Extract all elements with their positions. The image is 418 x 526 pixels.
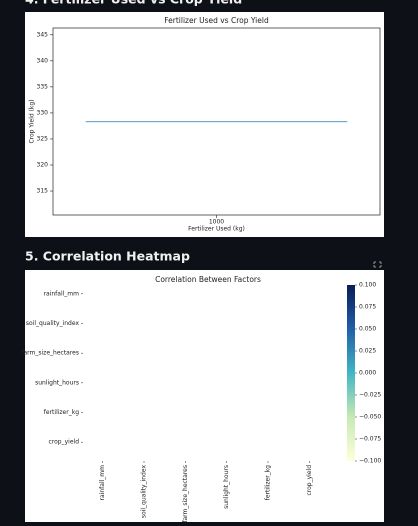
section-heading: 4. Fertilizer Used vs Crop Yield xyxy=(25,0,242,7)
row-label: farm_size_hectares xyxy=(21,350,79,357)
row-label: soil_quality_index xyxy=(26,320,80,327)
y-tick-label: 340 xyxy=(37,57,49,64)
colorbar-tick-label: 0.050 xyxy=(359,326,376,333)
y-tick-label: 345 xyxy=(37,31,49,38)
colorbar xyxy=(347,285,355,461)
y-axis-label: Crop Yield (kg) xyxy=(29,99,36,143)
row-label: sunlight_hours xyxy=(35,379,79,386)
column-label: rainfall_mm xyxy=(99,465,106,501)
x-tick-label: 1000 xyxy=(209,219,224,226)
colorbar-tick-label: 0.100 xyxy=(359,282,376,289)
chart-image xyxy=(25,270,384,522)
colorbar-tick-label: −0.050 xyxy=(359,414,381,421)
colorbar-tick-label: 0.000 xyxy=(359,370,376,377)
colorbar-tick-label: 0.075 xyxy=(359,304,376,311)
row-label: fertilizer_kg xyxy=(44,409,79,416)
column-label: soil_quality_index xyxy=(141,465,148,519)
y-tick-label: 335 xyxy=(37,83,49,90)
colorbar-tick-label: 0.025 xyxy=(359,348,376,355)
y-tick-label: 330 xyxy=(37,109,49,116)
x-axis-label: Fertilizer Used (kg) xyxy=(188,226,245,233)
y-tick-label: 325 xyxy=(37,135,49,142)
column-label: sunlight_hours xyxy=(223,465,230,509)
column-label: fertilizer_kg xyxy=(265,465,272,500)
colorbar-tick-label: −0.100 xyxy=(359,458,381,465)
column-label: crop_yield xyxy=(306,465,313,496)
expand-icon[interactable] xyxy=(373,261,382,268)
chart-image xyxy=(25,12,384,237)
y-tick-label: 320 xyxy=(37,161,49,168)
colorbar-tick-label: −0.075 xyxy=(359,436,381,443)
section-heading: 5. Correlation Heatmap xyxy=(25,249,190,264)
y-tick-label: 315 xyxy=(37,188,49,195)
chart-title: Fertilizer Used vs Crop Yield xyxy=(164,16,269,25)
chart-title: Correlation Between Factors xyxy=(155,275,261,284)
row-label: crop_yield xyxy=(49,439,80,446)
column-label: farm_size_hectares xyxy=(182,465,189,523)
row-label: rainfall_mm xyxy=(44,290,80,297)
colorbar-tick-label: −0.025 xyxy=(359,392,381,399)
